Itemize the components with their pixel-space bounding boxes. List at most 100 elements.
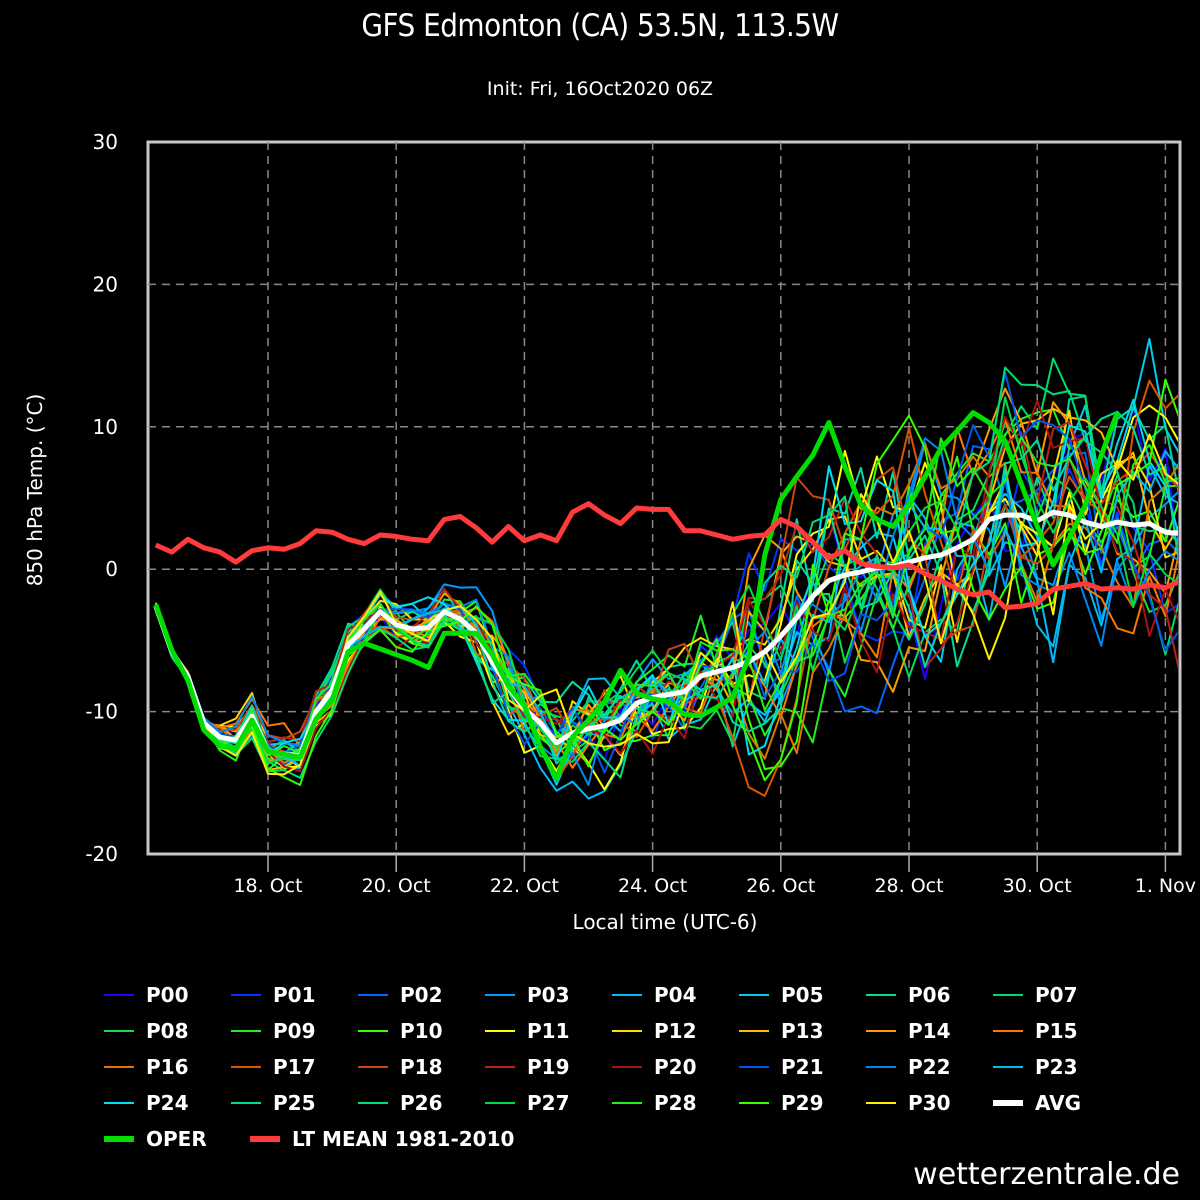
- legend-label: P21: [781, 1055, 824, 1079]
- legend-label: P02: [400, 983, 443, 1007]
- legend-item[interactable]: P30: [866, 1090, 951, 1116]
- legend-item[interactable]: P17: [231, 1054, 316, 1080]
- x-tick-label: 1. Nov: [1135, 875, 1196, 897]
- legend-item[interactable]: P16: [104, 1054, 189, 1080]
- series-line-lt-mean-1981-2010: [154, 501, 1178, 611]
- legend-item[interactable]: P04: [612, 982, 697, 1008]
- legend-item[interactable]: P27: [485, 1090, 570, 1116]
- legend-item[interactable]: P09: [231, 1018, 316, 1044]
- legend-item[interactable]: P03: [485, 982, 570, 1008]
- y-axis-label: 850 hPa Temp. (°C): [23, 393, 47, 587]
- legend-label: P04: [654, 983, 697, 1007]
- legend-label: P25: [273, 1091, 316, 1115]
- legend-item[interactable]: P23: [993, 1054, 1078, 1080]
- legend-swatch-icon: [250, 1136, 280, 1142]
- legend-label: P13: [781, 1019, 824, 1043]
- legend-swatch-icon: [612, 994, 642, 996]
- legend-item[interactable]: P00: [104, 982, 189, 1008]
- legend-item[interactable]: P11: [485, 1018, 570, 1044]
- legend-item[interactable]: P12: [612, 1018, 697, 1044]
- legend-label: LT MEAN 1981-2010: [292, 1127, 515, 1151]
- legend-label: P27: [527, 1091, 570, 1115]
- legend-item[interactable]: P01: [231, 982, 316, 1008]
- legend-label: P22: [908, 1055, 951, 1079]
- legend-label: P26: [400, 1091, 443, 1115]
- legend-swatch-icon: [612, 1102, 642, 1104]
- legend-label: P09: [273, 1019, 316, 1043]
- legend-label: P07: [1035, 983, 1078, 1007]
- legend-label: P10: [400, 1019, 443, 1043]
- legend-swatch-icon: [485, 1066, 515, 1068]
- series-line-avg: [153, 509, 1178, 759]
- legend-swatch-icon: [104, 994, 134, 996]
- legend-swatch-icon: [485, 994, 515, 996]
- y-tick-label: -20: [85, 842, 118, 866]
- legend-swatch-icon: [739, 1066, 769, 1068]
- x-tick-label: 28. Oct: [874, 875, 943, 897]
- legend-swatch-icon: [104, 1136, 134, 1142]
- legend-item[interactable]: P05: [739, 982, 824, 1008]
- legend-label: P08: [146, 1019, 189, 1043]
- legend-item[interactable]: OPER: [104, 1126, 207, 1152]
- legend-label: P28: [654, 1091, 697, 1115]
- legend-swatch-icon: [866, 1030, 896, 1032]
- brand-watermark: wetterzentrale.de: [913, 1157, 1180, 1192]
- legend-item[interactable]: P08: [104, 1018, 189, 1044]
- legend-item[interactable]: P18: [358, 1054, 443, 1080]
- legend-label: P05: [781, 983, 824, 1007]
- legend-swatch-icon: [231, 1066, 261, 1068]
- y-tick-label: 20: [93, 272, 118, 296]
- legend-item[interactable]: P13: [739, 1018, 824, 1044]
- legend-swatch-icon: [739, 994, 769, 996]
- legend-item[interactable]: P14: [866, 1018, 951, 1044]
- legend-swatch-icon: [993, 994, 1023, 996]
- legend-item[interactable]: P24: [104, 1090, 189, 1116]
- legend-label: P12: [654, 1019, 697, 1043]
- legend-swatch-icon: [358, 1102, 388, 1104]
- legend-item[interactable]: P10: [358, 1018, 443, 1044]
- legend-item[interactable]: P28: [612, 1090, 697, 1116]
- series-line-oper: [153, 410, 1120, 781]
- legend-swatch-icon: [231, 1030, 261, 1032]
- legend-item[interactable]: P22: [866, 1054, 951, 1080]
- legend-item[interactable]: AVG: [993, 1090, 1081, 1116]
- legend-label: P06: [908, 983, 951, 1007]
- legend-label: P29: [781, 1091, 824, 1115]
- legend-item[interactable]: P20: [612, 1054, 697, 1080]
- legend-swatch-icon: [993, 1100, 1023, 1106]
- legend-item[interactable]: P29: [739, 1090, 824, 1116]
- legend-item[interactable]: P26: [358, 1090, 443, 1116]
- legend-swatch-icon: [993, 1066, 1023, 1068]
- legend-item[interactable]: P15: [993, 1018, 1078, 1044]
- legend-label: P16: [146, 1055, 189, 1079]
- member-line-p05: [154, 337, 1178, 786]
- legend-label: P18: [400, 1055, 443, 1079]
- member-line-p28: [154, 436, 1178, 757]
- x-tick-label: 22. Oct: [490, 875, 559, 897]
- legend-item[interactable]: P02: [358, 982, 443, 1008]
- series-group: [153, 337, 1178, 800]
- legend-label: P19: [527, 1055, 570, 1079]
- legend-swatch-icon: [993, 1030, 1023, 1032]
- legend-swatch-icon: [612, 1066, 642, 1068]
- x-tick-label: 30. Oct: [1003, 875, 1072, 897]
- legend-swatch-icon: [739, 1102, 769, 1104]
- legend-swatch-icon: [104, 1102, 134, 1104]
- member-line-p29: [154, 378, 1178, 786]
- y-tick-label: 0: [105, 557, 118, 581]
- legend-swatch-icon: [866, 1102, 896, 1104]
- legend-swatch-icon: [485, 1030, 515, 1032]
- x-axis-label: Local time (UTC-6): [572, 910, 758, 934]
- legend-item[interactable]: P25: [231, 1090, 316, 1116]
- chart-title: GFS Edmonton (CA) 53.5N, 113.5W: [361, 8, 839, 44]
- legend-label: P14: [908, 1019, 951, 1043]
- legend-item[interactable]: P06: [866, 982, 951, 1008]
- legend-item[interactable]: P07: [993, 982, 1078, 1008]
- legend-item[interactable]: LT MEAN 1981-2010: [250, 1126, 514, 1152]
- legend-label: P03: [527, 983, 570, 1007]
- legend-item[interactable]: P19: [485, 1054, 570, 1080]
- chart-subtitle: Init: Fri, 16Oct2020 06Z: [486, 78, 714, 100]
- legend-item[interactable]: P21: [739, 1054, 824, 1080]
- legend-label: P01: [273, 983, 316, 1007]
- legend-swatch-icon: [612, 1030, 642, 1032]
